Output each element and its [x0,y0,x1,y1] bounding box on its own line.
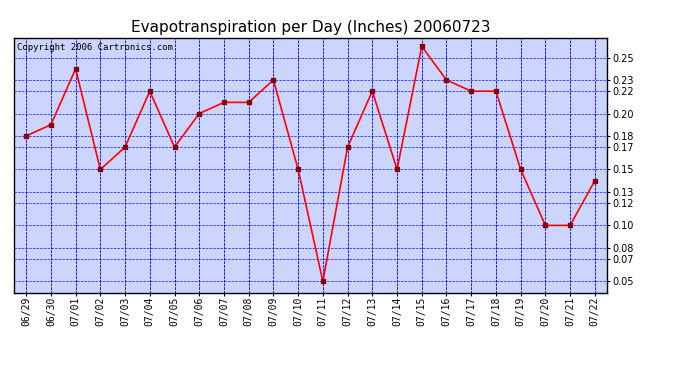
Text: Copyright 2006 Cartronics.com: Copyright 2006 Cartronics.com [17,43,172,52]
Title: Evapotranspiration per Day (Inches) 20060723: Evapotranspiration per Day (Inches) 2006… [130,20,491,35]
